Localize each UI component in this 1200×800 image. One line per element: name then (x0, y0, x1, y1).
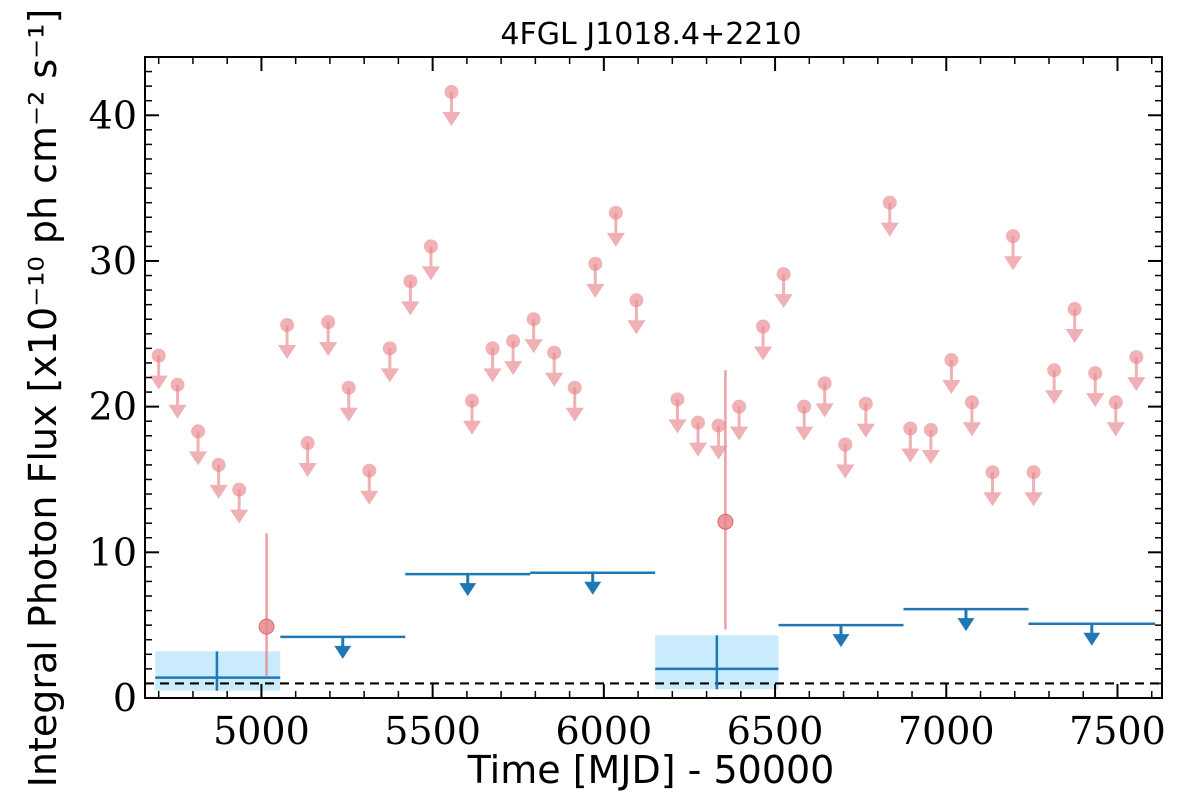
x-tick-label: 6000 (555, 709, 652, 753)
short-bin-upper-limit-point (985, 465, 1000, 480)
x-tick-label: 7500 (1069, 709, 1166, 753)
short-bin-upper-limit-point (362, 463, 377, 478)
short-bin-upper-limit-point (1108, 395, 1123, 410)
short-bin-upper-limit-point (711, 418, 726, 433)
short-bin-upper-limit-point (444, 84, 459, 99)
chart-title: 4FGL J1018.4+2210 (500, 17, 801, 52)
axes: 5000 5500 6000 6500 7000 7500 0 10 20 30 40 (89, 57, 1166, 753)
short-bin-upper-limit-point (191, 424, 206, 439)
short-bin-upper-limit-point (691, 415, 706, 430)
short-bin-upper-limit-point (382, 341, 397, 356)
short-bin-upper-limit-point (964, 395, 979, 410)
short-bin-upper-limit-point (903, 421, 918, 436)
y-tick-label: 40 (89, 93, 137, 137)
short-bin-upper-limit-point (838, 437, 853, 452)
plot-frame (144, 56, 1163, 699)
short-bin-upper-limit-point (211, 457, 226, 472)
short-bin-upper-limit-point (567, 380, 582, 395)
short-bin-upper-limit-point (232, 482, 247, 497)
long-bin-upper-limit-arrow (832, 625, 850, 648)
short-bin-upper-limit-point (1067, 302, 1082, 317)
short-bin-upper-limit-point (341, 380, 356, 395)
short-bin-upper-limit-point (547, 345, 562, 360)
y-tick-label: 0 (113, 676, 137, 720)
long-bin-upper-limit-arrow (1083, 623, 1101, 646)
short-bin-upper-limit-point (858, 396, 873, 411)
short-bin-upper-limit-point (923, 422, 938, 437)
short-bin-upper-limit-point (756, 319, 771, 334)
short-bin-upper-limit-point (670, 392, 685, 407)
short-bin-upper-limit-point (588, 256, 603, 271)
short-bin-upper-limit-point (1026, 465, 1041, 480)
short-bin-upper-limit-point (151, 348, 166, 363)
short-bin-upper-limit-point (300, 436, 315, 451)
long-bin-upper-limit-arrow (459, 574, 477, 597)
short-bin-upper-limit-point (944, 353, 959, 368)
short-bin-upper-limit-point (423, 239, 438, 254)
short-bin-upper-limit-point (403, 274, 418, 289)
y-tick-label: 30 (89, 239, 137, 283)
short-bin-upper-limit-point (1006, 229, 1021, 244)
x-axis-label: Time [MJD] - 50000 (467, 748, 835, 792)
long-bin-upper-limit-arrow (334, 636, 352, 659)
long-bin-upper-limit-arrow (957, 609, 975, 632)
short-bin-upper-limit-point (882, 195, 897, 210)
long-bin-upper-limit-arrow (584, 572, 602, 595)
x-tick-label: 5000 (213, 709, 310, 753)
short-bin-upper-limit-point (1088, 366, 1103, 381)
short-bin-upper-limit-point (817, 376, 832, 391)
short-bin-upper-limit-point (776, 267, 791, 282)
short-bin-detection-point (717, 513, 734, 530)
short-bin-upper-limit-point (506, 334, 521, 349)
y-tick-label: 10 (89, 530, 137, 574)
short-bin-upper-limit-point (465, 393, 480, 408)
x-tick-label: 6500 (727, 709, 824, 753)
short-bin-upper-limit-point (280, 318, 295, 333)
short-bin-upper-limit-point (608, 205, 623, 220)
x-tick-label: 5500 (384, 709, 481, 753)
short-bin-detection-point (258, 618, 275, 635)
short-bin-upper-limit-point (732, 399, 747, 414)
short-bin-upper-limit-point (629, 293, 644, 308)
short-bin-upper-limit-point (485, 341, 500, 356)
short-bin-upper-limit-point (797, 399, 812, 414)
x-tick-label: 7000 (898, 709, 995, 753)
plot-area (145, 84, 1162, 691)
short-bin-upper-limit-point (1047, 363, 1062, 378)
short-bin-upper-limit-point (321, 315, 336, 330)
short-bin-upper-limit-point (1129, 350, 1144, 365)
short-bin-upper-limit-point (526, 312, 541, 327)
short-bin-upper-limit-point (170, 377, 185, 392)
y-axis-label: Integral Photon Flux [x10⁻¹⁰ ph cm⁻² s⁻¹… (21, 9, 65, 788)
y-tick-label: 20 (89, 385, 137, 429)
